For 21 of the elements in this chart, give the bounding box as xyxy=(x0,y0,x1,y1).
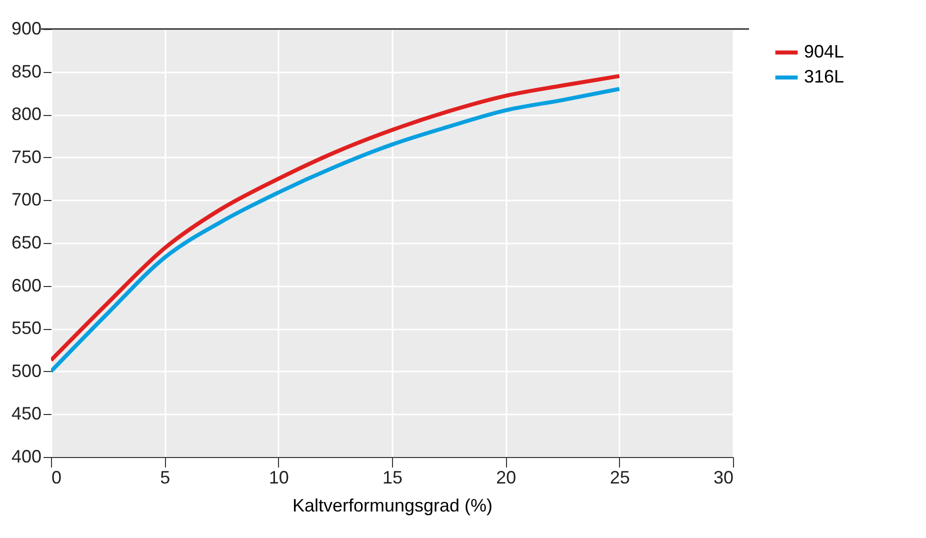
y-tick-label: 850 xyxy=(11,61,42,82)
y-tick-label: 900 xyxy=(11,18,42,38)
y-tick-label: 650 xyxy=(11,232,42,252)
y-tick-label: 400 xyxy=(11,446,42,466)
x-tick-label: 25 xyxy=(610,468,630,488)
x-axis-title: Kaltverformungsgrad (%) xyxy=(292,496,493,516)
x-tick-label: 20 xyxy=(496,468,516,488)
y-tick-label: 550 xyxy=(11,318,42,338)
y-tick-label: 450 xyxy=(11,404,42,424)
y-tick-label: 750 xyxy=(11,146,42,167)
y-tick-label: 800 xyxy=(11,104,42,124)
x-tick-label: 15 xyxy=(382,468,403,488)
legend-label: 904L xyxy=(804,42,844,62)
y-tick-label: 700 xyxy=(11,190,42,210)
y-tick-label: 500 xyxy=(11,360,42,381)
legend-label: 316L xyxy=(804,66,844,86)
x-tick-label: 0 xyxy=(52,468,62,488)
x-tick-label: 30 xyxy=(713,468,734,488)
x-tick-label: 5 xyxy=(160,468,170,488)
y-tick-label: 600 xyxy=(11,275,42,296)
x-tick-label: 10 xyxy=(268,468,289,488)
